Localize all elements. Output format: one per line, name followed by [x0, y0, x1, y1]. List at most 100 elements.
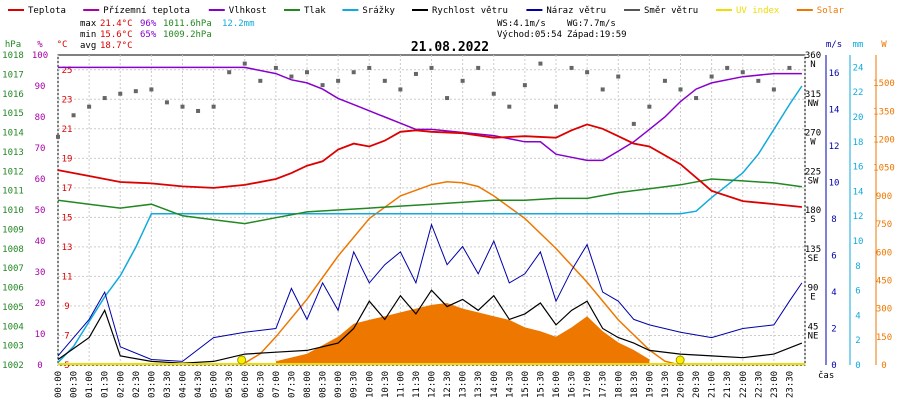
w-axis-tick: 1500: [873, 79, 895, 89]
wind-dir-point: [569, 65, 574, 70]
x-tick-label: 14:00: [490, 371, 500, 398]
wind-dir-point: [678, 87, 683, 92]
dir-axis-tick: 270: [805, 129, 821, 139]
dir-axis-label: N: [810, 60, 815, 70]
hpa-axis-tick: 1002: [2, 361, 24, 371]
x-tick-label: 04:00: [179, 371, 189, 398]
ms-axis-tick: 6: [831, 252, 836, 262]
dir-axis-tick: 225: [805, 167, 821, 177]
x-tick-label: 09:00: [334, 371, 344, 398]
hpa-axis-tick: 1013: [2, 148, 24, 158]
wind-dir-point: [600, 87, 605, 92]
dir-axis-label: S: [810, 215, 815, 225]
wind-dir-point: [242, 61, 247, 66]
x-tick-label: 10:00: [365, 371, 375, 398]
stat-max-hum: 96%: [140, 19, 157, 29]
w-axis-unit: W: [881, 40, 887, 50]
ms-axis-tick: 16: [829, 69, 840, 79]
legend-label: UV index: [736, 6, 780, 16]
wind-dir-point: [507, 104, 512, 109]
wind-speed-line: [57, 289, 803, 364]
pct-axis-tick: 30: [35, 268, 46, 278]
x-tick-label: 00:00: [54, 371, 64, 398]
x-tick-label: 03:00: [147, 371, 157, 398]
w-axis-tick: 1200: [873, 136, 895, 146]
x-tick-label: 03:30: [163, 371, 173, 398]
rain-line: [57, 85, 803, 364]
hpa-axis-unit: hPa: [5, 40, 21, 50]
pct-axis-tick: 50: [35, 206, 46, 216]
x-tick-label: 16:00: [552, 371, 562, 398]
wind-dir-point: [87, 104, 92, 109]
w-axis-tick: 450: [876, 276, 892, 286]
w-axis-tick: 900: [876, 192, 892, 202]
dir-axis-tick: 180: [805, 206, 821, 216]
wind-dir-point: [305, 70, 309, 75]
stat-avg-label: avg: [80, 41, 96, 51]
x-tick-label: 15:00: [521, 371, 531, 398]
temperature-line: [57, 123, 802, 208]
wind-dir-point: [56, 134, 60, 139]
x-tick-label: 21:30: [723, 371, 733, 398]
hpa-axis-tick: 1006: [2, 284, 24, 294]
hpa-axis-tick: 1008: [2, 245, 24, 255]
ms-axis-unit: m/s: [826, 40, 842, 50]
stat-sunset: Západ:19:59: [567, 30, 627, 40]
mm-axis-tick: 18: [853, 138, 864, 148]
x-tick-label: 06:30: [256, 371, 266, 398]
w-axis-tick: 1050: [873, 164, 895, 174]
wind-dir-point: [196, 108, 201, 113]
dir-axis-label: SE: [808, 254, 819, 264]
pct-axis-tick: 10: [35, 330, 46, 340]
x-tick-label: 00:30: [70, 371, 80, 398]
mm-axis-tick: 10: [853, 237, 864, 247]
x-tick-label: 18:30: [630, 371, 640, 398]
x-tick-label: 13:30: [474, 371, 484, 398]
hpa-axis-tick: 1016: [2, 90, 24, 100]
stat-min-label: min: [80, 30, 96, 40]
wind-dir-point: [211, 104, 216, 109]
stat-avg-temp: 18.7°C: [100, 41, 133, 51]
solar-measured-area: [275, 303, 650, 365]
mm-axis-tick: 12: [853, 212, 864, 222]
x-tick-label: 14:30: [505, 371, 515, 398]
pct-axis-tick: 60: [35, 175, 46, 185]
stat-max-temp: 21.4°C: [100, 19, 133, 29]
wind-dir-point: [180, 104, 185, 109]
mm-axis-tick: 14: [853, 187, 864, 197]
x-tick-label: 17:30: [599, 371, 609, 398]
hpa-axis-tick: 1012: [2, 167, 24, 177]
x-tick-label: 22:30: [754, 371, 764, 398]
sun-marker: [237, 355, 247, 365]
x-tick-label: 19:30: [661, 371, 671, 398]
x-tick-label: 19:00: [645, 371, 655, 398]
stat-max-rain: 12.2mm: [222, 19, 255, 29]
wind-dir-point: [273, 65, 278, 70]
legend-label: Směr větru: [644, 6, 698, 16]
mm-axis-tick: 24: [853, 63, 864, 73]
mm-axis-tick: 4: [855, 311, 860, 321]
ms-axis-tick: 8: [831, 215, 836, 225]
wind-dir-point: [694, 96, 699, 101]
ms-axis-tick: 10: [829, 179, 840, 189]
wind-dir-point: [631, 121, 636, 126]
hpa-axis-tick: 1018: [2, 51, 24, 61]
chart-title: 21.08.2022: [411, 40, 489, 55]
wind-dir-point: [554, 104, 558, 109]
wind-dir-point: [133, 89, 138, 94]
pressure-line: [57, 178, 803, 225]
stat-max-press: 1011.6hPa: [163, 19, 212, 29]
w-axis-tick: 0: [881, 361, 886, 371]
x-tick-label: 02:00: [116, 371, 126, 398]
legend-label: Srážky: [362, 6, 395, 16]
wind-dir-point: [538, 61, 543, 66]
pct-axis-tick: 40: [35, 237, 46, 247]
x-tick-label: 10:30: [381, 371, 391, 398]
legend-label: Vlhkost: [229, 6, 267, 16]
x-tick-label: 18:00: [614, 371, 624, 398]
legend-label: Solar: [817, 6, 845, 16]
humidity-line: [58, 66, 802, 162]
temp-axis-tick: 25: [62, 66, 73, 76]
w-axis-tick: 300: [876, 305, 892, 315]
dir-axis-label: NE: [808, 331, 819, 341]
